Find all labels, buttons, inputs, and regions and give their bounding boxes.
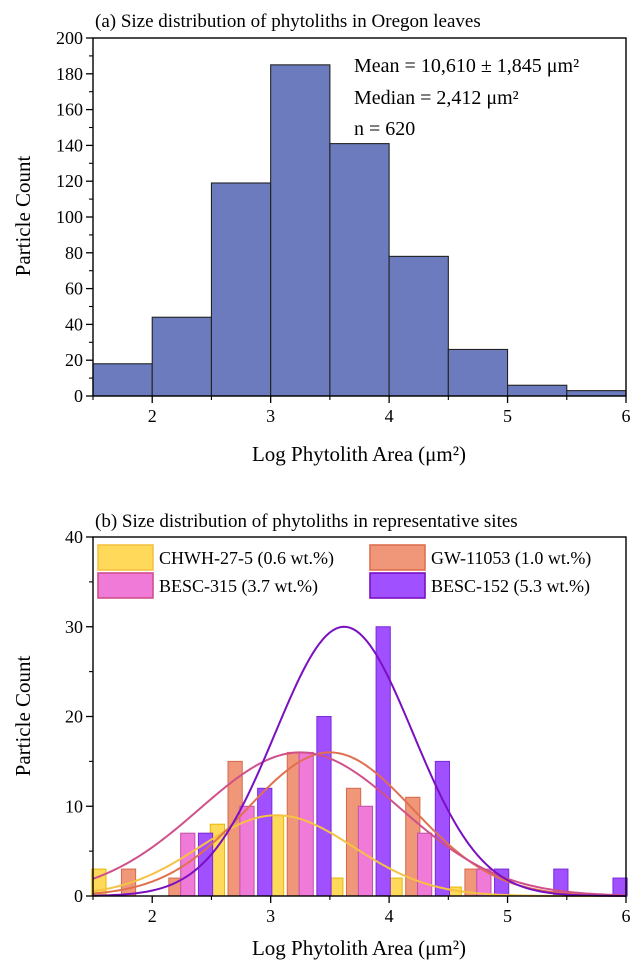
panel-a-xtick-label: 2 (148, 406, 157, 426)
histogram-bar (388, 255, 449, 397)
panel-a-annotation-n: n = 620 (354, 118, 415, 140)
series-bar (316, 716, 332, 897)
legend-swatch (97, 544, 154, 571)
histogram-bar (566, 390, 627, 397)
panel-b-xtick-label: 4 (385, 906, 394, 926)
fit-curve (92, 625, 627, 897)
panel-a-ytick-label: 20 (65, 350, 83, 370)
legend-swatch (369, 572, 426, 599)
series-bar (298, 751, 314, 897)
panel-a-xlabel: Log Phytolith Area (μm²) (252, 442, 466, 466)
panel-a-title: (a) Size distribution of phytoliths in O… (95, 11, 481, 32)
histogram-bar (447, 348, 509, 397)
panel-b-ytick-label: 10 (65, 796, 83, 816)
histogram-bar (210, 182, 272, 397)
legend-swatch (369, 544, 426, 571)
fit-curve (92, 751, 627, 897)
panel-b-xtick-label: 3 (266, 906, 275, 926)
panel-a-ylabel: Particle Count (11, 155, 35, 276)
panel-a-annotation-median: Median = 2,412 μm² (354, 87, 519, 109)
panel-a-ytick-label: 180 (56, 64, 83, 84)
panel-b-plot: 0 10 20 30 40 2 3 4 5 6 (65, 527, 631, 926)
panel-a-xtick-label: 4 (385, 406, 394, 426)
panel-a-ytick-label: 80 (65, 243, 83, 263)
legend-swatch (97, 572, 154, 599)
panel-a-ytick-label: 200 (56, 28, 83, 48)
panel-b-ytick-label: 20 (65, 707, 83, 727)
panel-a-ytick-label: 60 (65, 279, 83, 299)
panel-a-ytick-label: 120 (56, 171, 83, 191)
series-bar (180, 832, 196, 897)
panel-a-annotation-mean: Mean = 10,610 ± 1,845 μm² (354, 55, 579, 77)
panel-b-xtick-label: 2 (148, 906, 157, 926)
series-bar (612, 877, 628, 897)
fit-curve (92, 751, 627, 897)
panel-b-title: (b) Size distribution of phytoliths in r… (95, 511, 518, 532)
panel-a-ytick-label: 100 (56, 207, 83, 227)
panel-b-legend: CHWH-27-5 (0.6 wt.%) GW-11053 (1.0 wt.%) B… (97, 544, 591, 599)
series-bar (257, 787, 273, 897)
panel-b-xlabel: Log Phytolith Area (μm²) (252, 936, 466, 960)
series-bar (417, 832, 433, 897)
histogram-bar (270, 64, 331, 397)
histogram-bar (92, 363, 153, 397)
panel-b-ytick-label: 30 (65, 617, 83, 637)
legend-label: CHWH-27-5 (0.6 wt.%) (159, 548, 334, 569)
panel-b-ytick-label: 40 (65, 527, 83, 547)
panel-a-plot: 0 20 40 60 80 100 120 140 160 180 200 2 3 4 5 6 (56, 28, 631, 426)
panel-b-ylabel: Particle Count (11, 655, 35, 776)
histogram-bar (151, 316, 212, 397)
panel-a-ytick-label: 0 (74, 386, 83, 406)
panel-a-ytick-label: 40 (65, 314, 83, 334)
panel-b-ytick-label: 0 (74, 886, 83, 906)
panel-a-ytick-label: 160 (56, 100, 83, 120)
histogram-bar (329, 143, 390, 397)
panel-a-ytick-label: 140 (56, 135, 83, 155)
legend-label: GW-11053 (1.0 wt.%) (431, 548, 591, 569)
series-bar (434, 760, 451, 897)
panel-b-xtick-label: 6 (622, 906, 631, 926)
panel-b-xtick-label: 5 (503, 906, 512, 926)
histogram-bar (507, 384, 568, 397)
panel-a-xtick-label: 5 (503, 406, 512, 426)
legend-label: BESC-315 (3.7 wt.%) (159, 576, 318, 597)
panel-a-xtick-label: 6 (622, 406, 631, 426)
legend-label: BESC-152 (5.3 wt.%) (431, 576, 590, 597)
panel-a-xtick-label: 3 (266, 406, 275, 426)
